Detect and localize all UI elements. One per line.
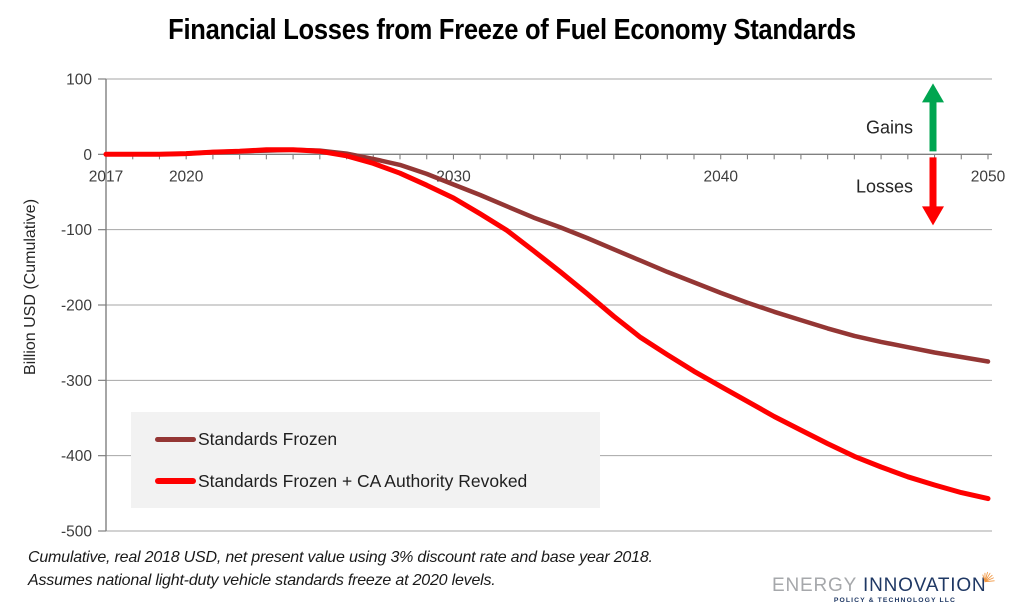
y-tick-label: -400 [61, 448, 92, 465]
chart-title: Financial Losses from Freeze of Fuel Eco… [168, 14, 856, 46]
y-axis-title: Billion USD (Cumulative) [22, 198, 39, 376]
legend-label-ca-revoked: Standards Frozen + CA Authority Revoked [198, 470, 528, 491]
x-tick-label: 2040 [703, 168, 738, 185]
x-tick-label: 2050 [971, 168, 1006, 185]
legend-item-standards-frozen: Standards Frozen [155, 429, 600, 450]
logo-word-innovation: INNOVATION [863, 575, 987, 596]
losses-label: Losses [856, 176, 913, 196]
legend: Standards Frozen Standards Frozen + CA A… [131, 412, 600, 508]
x-tick-label: 2020 [169, 168, 204, 185]
footnote-line-1: Cumulative, real 2018 USD, net present v… [28, 549, 653, 566]
logo-subtitle: POLICY & TECHNOLOGY LLC [833, 597, 956, 604]
sunburst-icon [982, 571, 996, 583]
losses-arrow-head [922, 206, 944, 226]
legend-item-ca-revoked: Standards Frozen + CA Authority Revoked [155, 471, 600, 492]
series-line-ca-revoked [103, 147, 991, 502]
y-tick-label: 0 [83, 147, 92, 164]
y-tick-label: -300 [61, 373, 92, 390]
y-tick-label: -500 [61, 524, 92, 541]
y-tick-label: -100 [61, 222, 92, 239]
logo-wordmark: ENERGY INNOVATION [772, 560, 996, 596]
footnote: Cumulative, real 2018 USD, net present v… [28, 546, 653, 592]
energy-innovation-logo: ENERGY INNOVATION POLICY & TECHNOLOGY LL… [772, 560, 996, 604]
gains-label: Gains [866, 117, 913, 137]
footnote-line-2: Assumes national light-duty vehicle stan… [28, 572, 496, 589]
y-tick-label: -200 [61, 298, 92, 315]
legend-swatch-standards-frozen [155, 436, 196, 442]
legend-swatch-ca-revoked [155, 478, 196, 484]
gains-arrow-head [922, 83, 944, 103]
legend-label-standards-frozen: Standards Frozen [198, 428, 338, 449]
logo-word-energy: ENERGY [772, 575, 858, 596]
y-tick-label: 100 [66, 72, 92, 89]
x-tick-label: 2017 [89, 168, 123, 185]
